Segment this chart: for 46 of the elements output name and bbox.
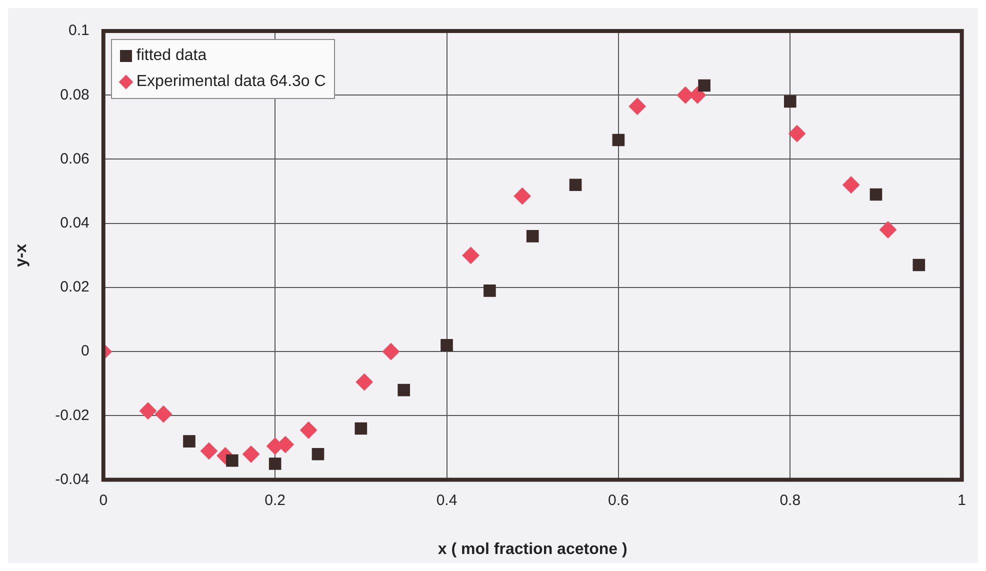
point	[312, 448, 324, 460]
point	[784, 95, 796, 108]
point	[200, 442, 218, 460]
legend-label: Experimental data 64.3o C	[136, 72, 326, 92]
point	[300, 422, 318, 439]
x-tick-label: 0.2	[264, 492, 286, 509]
point	[382, 343, 400, 360]
point	[628, 98, 646, 115]
point	[870, 188, 882, 201]
point	[842, 176, 860, 194]
point	[612, 134, 625, 146]
x-tick-label: 0.4	[436, 492, 458, 509]
y-tick-label: -0.02	[55, 406, 90, 424]
point	[354, 422, 368, 435]
y-tick-label: -0.04	[55, 470, 90, 488]
legend-label: fitted data	[136, 46, 207, 66]
y-tick-label: 0.02	[60, 278, 90, 296]
y-tick-label: 0.06	[60, 150, 90, 168]
point	[462, 246, 480, 264]
point	[226, 454, 238, 467]
point	[514, 188, 531, 205]
x-tick-label: 0.6	[608, 492, 629, 509]
y-tick-label: 0.04	[60, 214, 90, 232]
point	[356, 374, 373, 391]
point	[154, 406, 172, 423]
point	[698, 79, 710, 92]
y-tick-label: 0	[81, 342, 90, 360]
point	[912, 258, 926, 272]
x-tick-label: 1	[958, 492, 966, 509]
point	[268, 458, 282, 470]
point	[526, 230, 539, 242]
x-axis-title: x ( mol fraction acetone )	[438, 540, 628, 558]
x-tick-label: 0.8	[780, 492, 801, 509]
y-tick-label: 0.1	[68, 22, 90, 40]
point	[569, 178, 582, 192]
point	[880, 221, 897, 238]
point	[242, 446, 260, 463]
point	[183, 435, 196, 448]
point	[484, 284, 496, 297]
point	[788, 125, 806, 142]
point	[440, 339, 453, 352]
y-tick-label: 0.08	[60, 86, 90, 104]
point	[140, 402, 157, 420]
y-axis-title: y-x	[13, 244, 30, 267]
x-tick-label: 0	[99, 492, 108, 509]
point	[398, 384, 410, 396]
